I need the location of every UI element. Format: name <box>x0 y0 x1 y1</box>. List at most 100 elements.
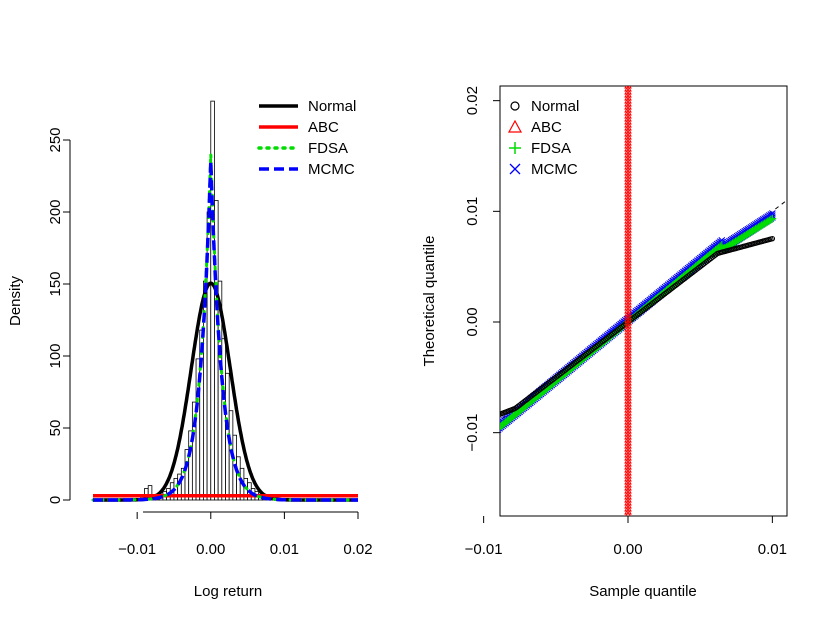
abc-point <box>624 484 632 491</box>
fdsa-point <box>819 187 827 195</box>
mcmc-point <box>401 476 407 482</box>
mcmc-point <box>803 210 809 216</box>
abc-point <box>624 214 632 221</box>
y-tick-label: 50 <box>47 420 64 437</box>
fdsa-point <box>387 480 395 488</box>
abc-point <box>624 379 632 386</box>
y-ticks: −0.01 0.00 0.01 0.02 <box>464 86 500 452</box>
abc-point <box>624 445 632 452</box>
mcmc-point <box>401 472 407 478</box>
abc-point <box>624 118 632 125</box>
abc-point <box>624 418 632 425</box>
abc-point <box>624 385 632 392</box>
mcmc-point <box>388 478 394 484</box>
y-tick-label: 100 <box>47 343 64 368</box>
abc-point <box>624 160 632 167</box>
density-line-mcmc <box>93 161 358 502</box>
fdsa-point <box>407 478 415 486</box>
abc-point <box>624 322 632 329</box>
abc-point <box>624 508 632 515</box>
y-axis-label: Theoretical quantile <box>421 236 438 367</box>
abc-point <box>624 304 632 311</box>
abc-point <box>624 86 632 89</box>
abc-point <box>624 292 632 299</box>
mcmc-point <box>820 205 826 211</box>
mcmc-point <box>401 483 407 489</box>
mcmc-point <box>421 462 427 468</box>
abc-point <box>624 217 632 224</box>
mcmc-point <box>421 454 427 460</box>
fdsa-point <box>819 195 827 203</box>
mcmc-point <box>401 468 407 474</box>
mcmc-point <box>388 474 394 480</box>
abc-point <box>624 460 632 467</box>
abc-point <box>624 88 632 95</box>
abc-point <box>624 376 632 383</box>
abc-point <box>624 157 632 164</box>
fdsa-point <box>400 477 408 485</box>
abc-point <box>624 229 632 236</box>
abc-point <box>624 496 632 503</box>
abc-point <box>624 163 632 170</box>
abc-point <box>624 175 632 182</box>
mcmc-point <box>421 458 427 464</box>
x-ticks: −0.010.000.010.02 <box>465 516 787 558</box>
fdsa-point <box>420 452 428 460</box>
abc-point <box>624 439 632 446</box>
abc-point <box>624 127 632 134</box>
legend-label-abc: ABC <box>531 119 562 136</box>
abc-point <box>624 154 632 161</box>
abc-point <box>624 400 632 407</box>
abc-point <box>624 388 632 395</box>
abc-point <box>624 487 632 494</box>
fdsa-point <box>387 468 395 476</box>
abc-point <box>624 244 632 251</box>
legend-label-mcmc: MCMC <box>308 161 355 178</box>
legend-symbol-mcmc <box>509 163 521 175</box>
abc-point <box>624 367 632 374</box>
fdsa-point <box>819 203 827 211</box>
mcmc-point <box>388 486 394 492</box>
abc-point <box>624 427 632 434</box>
abc-point <box>624 406 632 413</box>
abc-point <box>624 415 632 422</box>
fdsa-point <box>387 476 395 484</box>
mcmc-point <box>421 474 427 480</box>
fdsa-point <box>400 462 408 470</box>
histogram-bar <box>199 329 204 501</box>
abc-point <box>624 139 632 146</box>
mcmc-point <box>408 476 414 482</box>
abc-point <box>624 193 632 200</box>
histogram-bars <box>140 100 289 501</box>
x-tick-label: 0.00 <box>613 541 642 558</box>
abc-point <box>624 424 632 431</box>
legend-label-normal: Normal <box>531 98 579 115</box>
abc-point <box>624 100 632 107</box>
abc-point <box>624 97 632 104</box>
mcmc-point <box>408 461 414 467</box>
abc-point <box>624 340 632 347</box>
y-tick-label: 0 <box>47 496 64 504</box>
mcmc-point <box>803 214 809 220</box>
abc-point <box>624 211 632 218</box>
abc-point <box>624 187 632 194</box>
abc-point <box>624 295 632 302</box>
abc-point <box>624 232 632 239</box>
abc-point <box>624 181 632 188</box>
abc-point <box>624 337 632 344</box>
abc-point <box>624 349 632 356</box>
legend-label-fdsa: FDSA <box>531 140 571 157</box>
reference-line <box>500 199 787 421</box>
abc-point <box>624 145 632 152</box>
abc-point <box>624 130 632 137</box>
mcmc-point <box>820 201 826 207</box>
mcmc-point <box>466 453 472 459</box>
abc-point <box>624 478 632 485</box>
abc-point <box>624 202 632 209</box>
abc-point <box>624 103 632 110</box>
abc-point <box>624 436 632 443</box>
fdsa-point <box>802 196 810 204</box>
abc-point <box>624 208 632 215</box>
legend-symbol-fdsa <box>509 142 521 154</box>
